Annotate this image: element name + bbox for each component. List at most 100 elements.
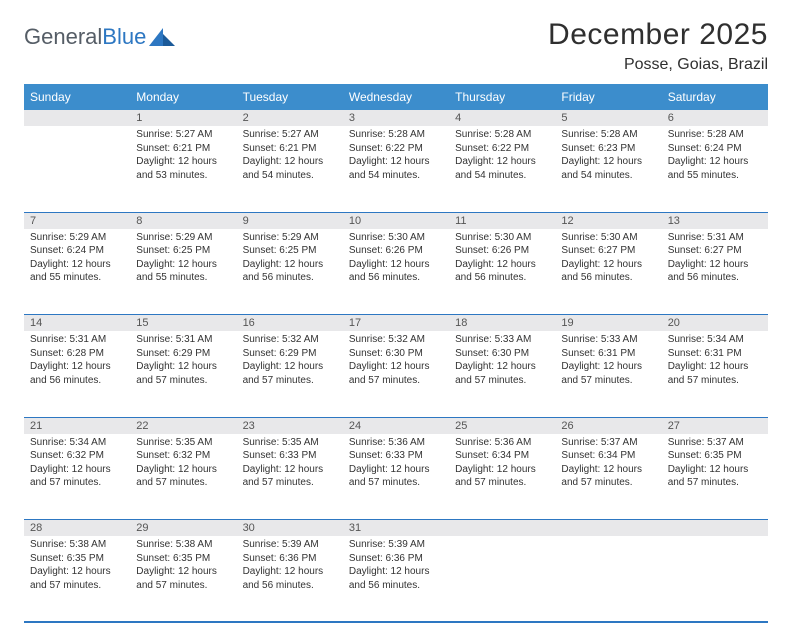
day-cell: Sunrise: 5:30 AMSunset: 6:26 PMDaylight:… xyxy=(449,229,555,315)
day-cell: Sunrise: 5:35 AMSunset: 6:32 PMDaylight:… xyxy=(130,434,236,520)
month-title: December 2025 xyxy=(548,18,768,52)
day-detail-line: Daylight: 12 hours and 57 minutes. xyxy=(30,463,124,490)
day-number: 20 xyxy=(662,315,768,332)
day-detail-line: Sunset: 6:36 PM xyxy=(243,552,337,566)
day-detail-line: Sunset: 6:28 PM xyxy=(30,347,124,361)
day-number-row: 28293031 xyxy=(24,520,768,537)
day-number: 4 xyxy=(449,109,555,126)
day-number: 6 xyxy=(662,109,768,126)
day-number xyxy=(662,520,768,537)
day-cell-body: Sunrise: 5:30 AMSunset: 6:26 PMDaylight:… xyxy=(449,229,555,291)
day-detail-line: Daylight: 12 hours and 57 minutes. xyxy=(349,463,443,490)
day-cell: Sunrise: 5:29 AMSunset: 6:24 PMDaylight:… xyxy=(24,229,130,315)
day-number: 25 xyxy=(449,417,555,434)
day-detail-line: Sunrise: 5:37 AM xyxy=(668,436,762,450)
day-number xyxy=(24,109,130,126)
day-cell: Sunrise: 5:28 AMSunset: 6:22 PMDaylight:… xyxy=(343,126,449,212)
day-detail-line: Daylight: 12 hours and 55 minutes. xyxy=(136,258,230,285)
day-detail-line: Sunrise: 5:31 AM xyxy=(136,333,230,347)
day-detail-line: Sunrise: 5:32 AM xyxy=(243,333,337,347)
day-number: 2 xyxy=(237,109,343,126)
day-detail-line: Sunrise: 5:30 AM xyxy=(455,231,549,245)
day-number-row: 78910111213 xyxy=(24,212,768,229)
logo-text-blue: Blue xyxy=(102,24,146,50)
day-cell: Sunrise: 5:37 AMSunset: 6:34 PMDaylight:… xyxy=(555,434,661,520)
calendar-body: 123456Sunrise: 5:27 AMSunset: 6:21 PMDay… xyxy=(24,109,768,622)
weekday-header: Sunday xyxy=(24,85,130,109)
weekday-header: Friday xyxy=(555,85,661,109)
day-detail-line: Sunset: 6:35 PM xyxy=(136,552,230,566)
day-cell: Sunrise: 5:39 AMSunset: 6:36 PMDaylight:… xyxy=(343,536,449,622)
day-detail-line: Sunset: 6:25 PM xyxy=(243,244,337,258)
day-cell: Sunrise: 5:34 AMSunset: 6:31 PMDaylight:… xyxy=(662,331,768,417)
day-cell-body: Sunrise: 5:28 AMSunset: 6:22 PMDaylight:… xyxy=(449,126,555,188)
day-cell-body: Sunrise: 5:30 AMSunset: 6:27 PMDaylight:… xyxy=(555,229,661,291)
day-cell: Sunrise: 5:28 AMSunset: 6:22 PMDaylight:… xyxy=(449,126,555,212)
day-cell: Sunrise: 5:32 AMSunset: 6:29 PMDaylight:… xyxy=(237,331,343,417)
day-detail-line: Sunset: 6:26 PM xyxy=(455,244,549,258)
day-cell: Sunrise: 5:31 AMSunset: 6:29 PMDaylight:… xyxy=(130,331,236,417)
day-detail-line: Sunrise: 5:34 AM xyxy=(668,333,762,347)
day-cell-body: Sunrise: 5:33 AMSunset: 6:31 PMDaylight:… xyxy=(555,331,661,393)
day-detail-line: Sunrise: 5:29 AM xyxy=(30,231,124,245)
day-number: 13 xyxy=(662,212,768,229)
day-cell-body: Sunrise: 5:39 AMSunset: 6:36 PMDaylight:… xyxy=(237,536,343,598)
day-detail-line: Sunrise: 5:34 AM xyxy=(30,436,124,450)
day-cell-body: Sunrise: 5:27 AMSunset: 6:21 PMDaylight:… xyxy=(237,126,343,188)
calendar-table: Sunday Monday Tuesday Wednesday Thursday… xyxy=(24,84,768,623)
day-detail-line: Sunset: 6:36 PM xyxy=(349,552,443,566)
day-detail-line: Sunrise: 5:31 AM xyxy=(668,231,762,245)
day-detail-line: Sunrise: 5:29 AM xyxy=(243,231,337,245)
day-detail-line: Sunrise: 5:27 AM xyxy=(136,128,230,142)
day-cell-body: Sunrise: 5:28 AMSunset: 6:24 PMDaylight:… xyxy=(662,126,768,188)
day-content-row: Sunrise: 5:27 AMSunset: 6:21 PMDaylight:… xyxy=(24,126,768,212)
day-cell-body: Sunrise: 5:31 AMSunset: 6:28 PMDaylight:… xyxy=(24,331,130,393)
day-number: 8 xyxy=(130,212,236,229)
day-detail-line: Sunrise: 5:38 AM xyxy=(30,538,124,552)
logo: GeneralBlue xyxy=(24,24,175,50)
day-number xyxy=(449,520,555,537)
day-detail-line: Sunrise: 5:37 AM xyxy=(561,436,655,450)
day-number: 27 xyxy=(662,417,768,434)
day-cell: Sunrise: 5:36 AMSunset: 6:34 PMDaylight:… xyxy=(449,434,555,520)
day-cell xyxy=(449,536,555,622)
day-detail-line: Sunrise: 5:36 AM xyxy=(455,436,549,450)
day-number: 15 xyxy=(130,315,236,332)
day-content-row: Sunrise: 5:29 AMSunset: 6:24 PMDaylight:… xyxy=(24,229,768,315)
day-detail-line: Daylight: 12 hours and 57 minutes. xyxy=(136,463,230,490)
day-detail-line: Daylight: 12 hours and 55 minutes. xyxy=(30,258,124,285)
day-detail-line: Sunset: 6:27 PM xyxy=(668,244,762,258)
day-detail-line: Daylight: 12 hours and 54 minutes. xyxy=(243,155,337,182)
day-cell: Sunrise: 5:30 AMSunset: 6:26 PMDaylight:… xyxy=(343,229,449,315)
day-number xyxy=(555,520,661,537)
day-number: 19 xyxy=(555,315,661,332)
weekday-header: Tuesday xyxy=(237,85,343,109)
day-detail-line: Daylight: 12 hours and 56 minutes. xyxy=(561,258,655,285)
day-detail-line: Sunrise: 5:28 AM xyxy=(455,128,549,142)
day-detail-line: Sunset: 6:25 PM xyxy=(136,244,230,258)
day-detail-line: Daylight: 12 hours and 56 minutes. xyxy=(349,258,443,285)
day-number: 18 xyxy=(449,315,555,332)
day-number: 24 xyxy=(343,417,449,434)
day-number: 3 xyxy=(343,109,449,126)
day-number: 23 xyxy=(237,417,343,434)
day-detail-line: Sunset: 6:32 PM xyxy=(30,449,124,463)
day-cell-body: Sunrise: 5:34 AMSunset: 6:31 PMDaylight:… xyxy=(662,331,768,393)
day-number: 21 xyxy=(24,417,130,434)
day-cell: Sunrise: 5:29 AMSunset: 6:25 PMDaylight:… xyxy=(130,229,236,315)
day-cell-body: Sunrise: 5:29 AMSunset: 6:25 PMDaylight:… xyxy=(237,229,343,291)
day-detail-line: Daylight: 12 hours and 56 minutes. xyxy=(243,258,337,285)
day-number: 22 xyxy=(130,417,236,434)
day-detail-line: Daylight: 12 hours and 56 minutes. xyxy=(349,565,443,592)
day-cell: Sunrise: 5:38 AMSunset: 6:35 PMDaylight:… xyxy=(24,536,130,622)
day-detail-line: Sunset: 6:22 PM xyxy=(455,142,549,156)
day-cell: Sunrise: 5:33 AMSunset: 6:30 PMDaylight:… xyxy=(449,331,555,417)
day-content-row: Sunrise: 5:34 AMSunset: 6:32 PMDaylight:… xyxy=(24,434,768,520)
day-number-row: 14151617181920 xyxy=(24,315,768,332)
day-cell-body: Sunrise: 5:35 AMSunset: 6:32 PMDaylight:… xyxy=(130,434,236,496)
day-detail-line: Sunset: 6:29 PM xyxy=(243,347,337,361)
day-content-row: Sunrise: 5:38 AM Sunset: 6:35 PM Daylight:… xyxy=(24,536,768,622)
weekday-header: Monday xyxy=(130,85,236,109)
day-number: 31 xyxy=(343,520,449,537)
day-cell-body: Sunrise: 5:37 AMSunset: 6:35 PMDaylight:… xyxy=(662,434,768,496)
